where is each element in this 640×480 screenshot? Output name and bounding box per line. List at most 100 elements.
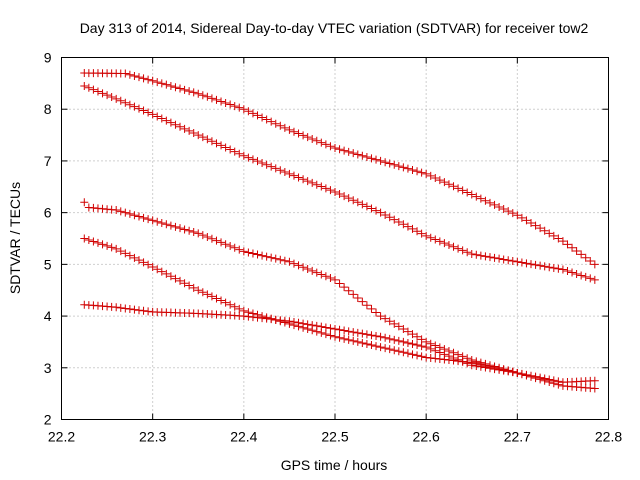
- data-point: [212, 236, 221, 245]
- data-point: [262, 160, 271, 169]
- chart-title: Day 313 of 2014, Sidereal Day-to-day VTE…: [80, 20, 589, 36]
- data-point: [349, 290, 358, 299]
- data-point: [545, 263, 554, 272]
- data-point: [121, 208, 130, 217]
- data-point: [285, 125, 294, 134]
- data-point: [572, 247, 581, 256]
- data-point: [331, 275, 339, 284]
- data-point: [472, 192, 481, 201]
- data-point: [449, 182, 458, 191]
- data-point: [372, 308, 381, 317]
- data-point: [180, 225, 189, 234]
- data-point: [317, 138, 326, 147]
- data-point: [467, 190, 476, 199]
- data-point: [417, 229, 426, 238]
- data-point: [267, 253, 276, 262]
- data-point: [139, 106, 148, 115]
- data-point: [531, 374, 540, 383]
- data-point: [417, 342, 426, 351]
- data-point: [326, 324, 335, 333]
- data-point: [144, 260, 153, 269]
- data-point: [144, 75, 153, 84]
- data-point: [467, 361, 476, 370]
- x-tick-label: 22.3: [139, 429, 166, 445]
- data-point: [331, 187, 339, 196]
- data-point: [444, 352, 453, 361]
- data-point: [162, 116, 171, 125]
- data-point: [289, 127, 298, 136]
- data-point: [508, 368, 517, 377]
- data-point: [262, 115, 271, 124]
- data-point: [280, 316, 289, 325]
- data-point: [253, 313, 262, 322]
- data-point: [554, 380, 563, 389]
- data-point: [353, 337, 362, 346]
- data-point: [381, 210, 390, 219]
- data-point: [235, 149, 244, 158]
- x-tick-label: 22.7: [504, 429, 531, 445]
- data-point: [367, 341, 376, 350]
- data-point: [185, 226, 194, 235]
- data-point: [221, 240, 230, 249]
- data-point: [185, 87, 194, 96]
- data-point: [121, 98, 130, 107]
- data-point: [344, 194, 353, 203]
- data-point: [194, 229, 203, 238]
- data-point: [308, 178, 317, 187]
- data-point: [344, 335, 353, 344]
- data-point: [517, 258, 526, 267]
- data-point: [89, 237, 98, 246]
- data-point: [485, 198, 494, 207]
- data-point: [385, 159, 394, 168]
- data-point: [403, 222, 412, 231]
- data-point: [353, 198, 362, 207]
- data-point: [376, 332, 385, 341]
- data-point: [399, 337, 408, 346]
- data-point: [198, 231, 207, 240]
- data-point: [540, 226, 549, 235]
- data-point: [130, 253, 139, 262]
- data-point: [180, 279, 189, 288]
- data-point: [326, 142, 335, 151]
- data-point: [326, 274, 335, 283]
- data-point: [203, 232, 212, 241]
- data-point: [253, 250, 262, 259]
- data-point: [157, 218, 166, 227]
- data-point: [413, 227, 422, 236]
- data-point: [299, 131, 308, 140]
- data-point: [362, 202, 371, 211]
- data-point: [504, 207, 513, 216]
- data-point: [344, 147, 353, 156]
- data-point: [125, 100, 134, 109]
- data-point: [362, 301, 371, 310]
- data-point: [321, 330, 330, 339]
- data-point: [299, 319, 308, 328]
- data-point: [139, 306, 148, 315]
- data-point: [458, 246, 467, 255]
- data-point: [572, 269, 581, 278]
- data-point: [294, 173, 303, 182]
- data-point: [545, 229, 554, 238]
- y-tick-label: 4: [44, 308, 52, 324]
- data-point: [367, 304, 376, 313]
- x-tick-label: 22.2: [48, 429, 75, 445]
- data-point: [207, 292, 216, 301]
- data-point: [248, 155, 257, 164]
- data-point: [130, 211, 139, 220]
- data-point: [549, 231, 558, 240]
- data-point: [536, 261, 545, 270]
- data-point: [340, 146, 349, 155]
- data-point: [527, 218, 536, 227]
- data-point: [381, 158, 390, 167]
- data-point: [394, 336, 403, 345]
- data-point: [176, 276, 185, 285]
- data-point: [522, 216, 531, 225]
- data-point: [130, 102, 139, 111]
- data-point: [166, 118, 175, 127]
- data-point: [431, 354, 440, 363]
- data-point: [431, 346, 440, 355]
- data-point: [554, 234, 563, 243]
- data-point: [485, 253, 494, 262]
- data-point: [312, 136, 321, 145]
- data-point: [226, 241, 235, 250]
